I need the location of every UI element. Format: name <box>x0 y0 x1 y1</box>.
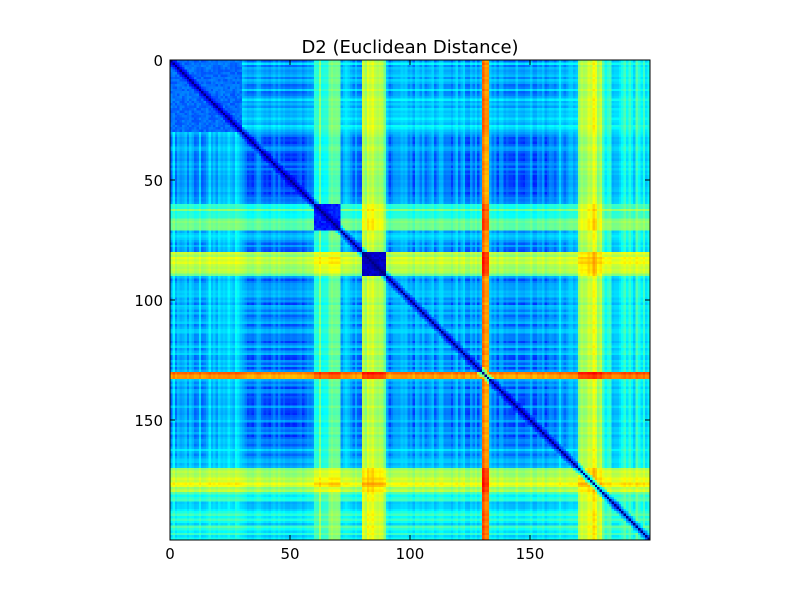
heatmap-cells <box>170 60 650 540</box>
y-tick-label: 150 <box>134 412 163 430</box>
y-tick-label: 100 <box>134 292 163 310</box>
heatmap-image <box>170 60 650 540</box>
x-tick-label: 50 <box>280 545 299 563</box>
y-tick-label: 0 <box>153 52 163 70</box>
axis-ticks: 0 50 100 150 0 50 100 150 <box>134 52 650 563</box>
x-tick-label: 150 <box>516 545 545 563</box>
x-tick-label: 0 <box>165 545 175 563</box>
x-tick-label: 100 <box>396 545 425 563</box>
y-tick-label: 50 <box>144 172 163 190</box>
chart-title: D2 (Euclidean Distance) <box>301 37 518 58</box>
